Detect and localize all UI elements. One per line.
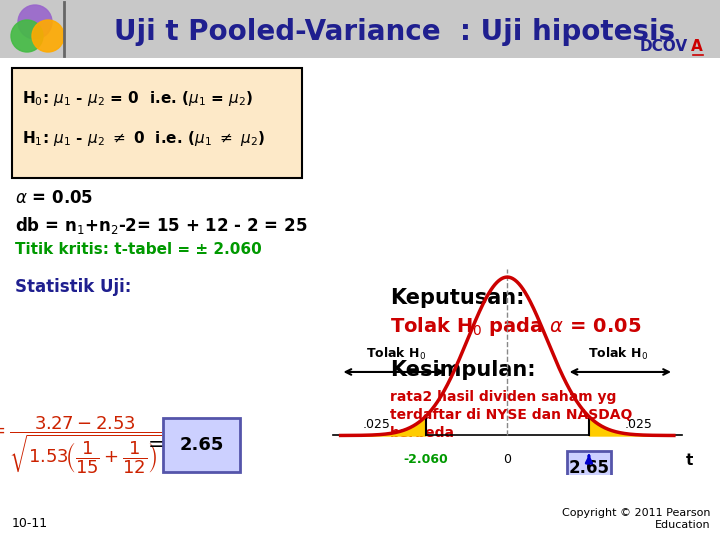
Text: Titik kritis: t-tabel = ± 2.060: Titik kritis: t-tabel = ± 2.060 xyxy=(15,242,262,258)
Text: H$_1$: $\mu_1$ - $\mu_2$ $\neq$ 0  i.e. ($\mu_1$ $\neq$ $\mu_2$): H$_1$: $\mu_1$ - $\mu_2$ $\neq$ 0 i.e. (… xyxy=(22,129,265,147)
Text: =: = xyxy=(148,435,166,455)
Text: 2.060: 2.060 xyxy=(569,454,609,467)
Text: Uji t Pooled-Variance  : Uji hipotesis: Uji t Pooled-Variance : Uji hipotesis xyxy=(114,18,675,46)
Text: Kesimpulan:: Kesimpulan: xyxy=(390,360,536,380)
Text: db = n$_1$+n$_2$-2= 15 + 12 - 2 = 25: db = n$_1$+n$_2$-2= 15 + 12 - 2 = 25 xyxy=(15,214,307,235)
Text: t: t xyxy=(686,454,693,468)
FancyBboxPatch shape xyxy=(567,451,611,485)
Text: rata2 hasil dividen saham yg: rata2 hasil dividen saham yg xyxy=(390,390,616,404)
Text: A: A xyxy=(691,39,703,54)
Bar xyxy=(0,0,720,58)
Text: $\alpha$ = 0.05: $\alpha$ = 0.05 xyxy=(15,189,94,207)
Text: berbeda: berbeda xyxy=(390,426,455,440)
Circle shape xyxy=(11,20,43,52)
Text: terdaftar di NYSE dan NASDAQ: terdaftar di NYSE dan NASDAQ xyxy=(390,408,632,422)
Text: Statistik Uji:: Statistik Uji: xyxy=(15,278,131,296)
Circle shape xyxy=(32,20,64,52)
Text: DCOV: DCOV xyxy=(640,39,688,54)
Text: H$_0$: $\mu_1$ - $\mu_2$ = 0  i.e. ($\mu_1$ = $\mu_2$): H$_0$: $\mu_1$ - $\mu_2$ = 0 i.e. ($\mu_… xyxy=(22,89,253,107)
Text: .025: .025 xyxy=(624,418,652,431)
Text: 2.65: 2.65 xyxy=(179,436,224,454)
Text: 2.65: 2.65 xyxy=(569,459,609,477)
Text: $t = \dfrac{3.27 - 2.53}{\sqrt{1.53\!\left(\dfrac{1}{15}+\dfrac{1}{12}\right)}}$: $t = \dfrac{3.27 - 2.53}{\sqrt{1.53\!\le… xyxy=(0,415,161,476)
FancyBboxPatch shape xyxy=(12,68,302,178)
Text: Tolak H$_0$: Tolak H$_0$ xyxy=(588,346,648,362)
Text: -2.060: -2.060 xyxy=(403,454,448,467)
Text: Copyright © 2011 Pearson
Education: Copyright © 2011 Pearson Education xyxy=(562,508,710,530)
Circle shape xyxy=(18,5,52,39)
Text: .025: .025 xyxy=(362,418,390,431)
FancyBboxPatch shape xyxy=(163,418,240,472)
Text: 0: 0 xyxy=(503,454,511,467)
Text: Tolak H$_0$ pada $\alpha$ = 0.05: Tolak H$_0$ pada $\alpha$ = 0.05 xyxy=(390,315,642,338)
Text: Keputusan:: Keputusan: xyxy=(390,288,524,308)
Text: 10-11: 10-11 xyxy=(12,517,48,530)
Text: Tolak H$_0$: Tolak H$_0$ xyxy=(366,346,426,362)
